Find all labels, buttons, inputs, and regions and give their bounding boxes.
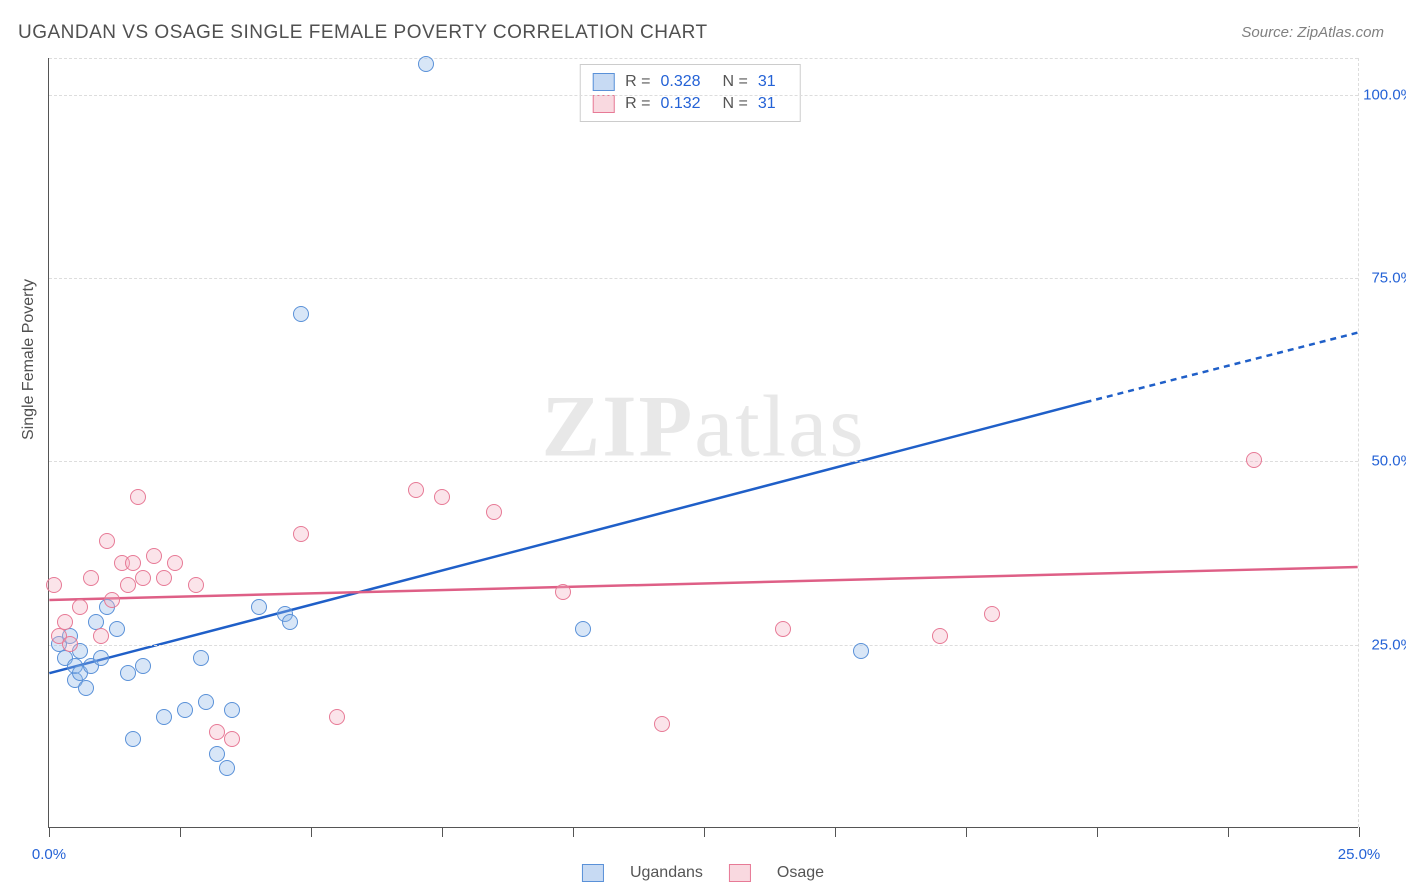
data-point bbox=[984, 606, 1000, 622]
data-point bbox=[125, 731, 141, 747]
legend-row: R =0.328N =31 bbox=[593, 71, 788, 93]
data-point bbox=[109, 621, 125, 637]
data-point bbox=[88, 614, 104, 630]
legend-label: Osage bbox=[777, 864, 824, 882]
trend-lines bbox=[49, 58, 1358, 827]
data-point bbox=[177, 702, 193, 718]
data-point bbox=[72, 599, 88, 615]
xtick bbox=[704, 827, 705, 837]
xtick bbox=[180, 827, 181, 837]
watermark: ZIPatlas bbox=[542, 377, 866, 478]
gridline bbox=[49, 278, 1358, 279]
data-point bbox=[93, 628, 109, 644]
data-point bbox=[408, 482, 424, 498]
data-point bbox=[99, 533, 115, 549]
data-point bbox=[224, 702, 240, 718]
data-point bbox=[167, 555, 183, 571]
data-point bbox=[57, 614, 73, 630]
data-point bbox=[135, 658, 151, 674]
data-point bbox=[93, 650, 109, 666]
data-point bbox=[156, 570, 172, 586]
xtick-label: 0.0% bbox=[32, 846, 66, 863]
xtick bbox=[573, 827, 574, 837]
data-point bbox=[251, 599, 267, 615]
ytick-label: 100.0% bbox=[1363, 86, 1406, 103]
legend-swatch bbox=[729, 864, 751, 882]
data-point bbox=[434, 489, 450, 505]
xtick bbox=[49, 827, 50, 837]
gridline bbox=[49, 645, 1358, 646]
data-point bbox=[224, 731, 240, 747]
data-point bbox=[293, 306, 309, 322]
gridline bbox=[49, 95, 1358, 96]
xtick bbox=[1097, 827, 1098, 837]
xtick bbox=[966, 827, 967, 837]
data-point bbox=[78, 680, 94, 696]
data-point bbox=[329, 709, 345, 725]
data-point bbox=[209, 746, 225, 762]
xtick bbox=[1359, 827, 1360, 837]
legend-swatch bbox=[593, 95, 615, 113]
data-point bbox=[282, 614, 298, 630]
data-point bbox=[193, 650, 209, 666]
gridline bbox=[49, 58, 1358, 59]
data-point bbox=[198, 694, 214, 710]
ytick-label: 50.0% bbox=[1371, 453, 1406, 470]
data-point bbox=[654, 716, 670, 732]
data-point bbox=[486, 504, 502, 520]
xtick-label: 25.0% bbox=[1338, 846, 1381, 863]
data-point bbox=[135, 570, 151, 586]
data-point bbox=[46, 577, 62, 593]
source-attribution: Source: ZipAtlas.com bbox=[1241, 24, 1384, 41]
yaxis-label: Single Female Poverty bbox=[20, 279, 38, 440]
data-point bbox=[932, 628, 948, 644]
xtick bbox=[835, 827, 836, 837]
data-point bbox=[104, 592, 120, 608]
ytick-label: 75.0% bbox=[1371, 270, 1406, 287]
xtick bbox=[442, 827, 443, 837]
data-point bbox=[219, 760, 235, 776]
data-point bbox=[853, 643, 869, 659]
legend-label: Ugandans bbox=[630, 864, 703, 882]
data-point bbox=[775, 621, 791, 637]
legend-swatch bbox=[582, 864, 604, 882]
data-point bbox=[575, 621, 591, 637]
data-point bbox=[188, 577, 204, 593]
data-point bbox=[130, 489, 146, 505]
data-point bbox=[555, 584, 571, 600]
legend-row: R =0.132N =31 bbox=[593, 93, 788, 115]
xtick bbox=[1228, 827, 1229, 837]
xtick bbox=[311, 827, 312, 837]
legend-correlation: R =0.328N =31R =0.132N =31 bbox=[580, 64, 801, 122]
ytick-label: 25.0% bbox=[1371, 636, 1406, 653]
gridline bbox=[49, 461, 1358, 462]
data-point bbox=[120, 665, 136, 681]
data-point bbox=[120, 577, 136, 593]
data-point bbox=[62, 636, 78, 652]
legend-swatch bbox=[593, 73, 615, 91]
data-point bbox=[1246, 452, 1262, 468]
chart-container: UGANDAN VS OSAGE SINGLE FEMALE POVERTY C… bbox=[0, 0, 1406, 892]
data-point bbox=[125, 555, 141, 571]
data-point bbox=[209, 724, 225, 740]
data-point bbox=[83, 570, 99, 586]
plot-area: ZIPatlas R =0.328N =31R =0.132N =31 25.0… bbox=[48, 58, 1358, 828]
data-point bbox=[293, 526, 309, 542]
data-point bbox=[146, 548, 162, 564]
legend-series: Ugandans Osage bbox=[582, 864, 824, 882]
data-point bbox=[156, 709, 172, 725]
data-point bbox=[418, 56, 434, 72]
chart-title: UGANDAN VS OSAGE SINGLE FEMALE POVERTY C… bbox=[18, 22, 708, 44]
